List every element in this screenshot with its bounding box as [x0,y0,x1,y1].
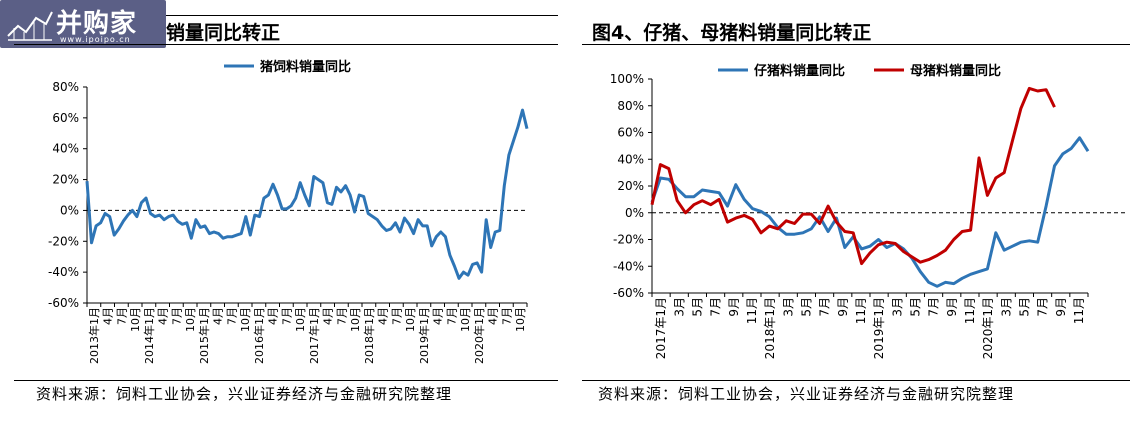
x-tick-label: 7月 [115,307,128,325]
y-tick-label: 40% [617,152,644,166]
x-tick-label: 9月 [945,297,959,317]
series-line-2 [650,86,1056,266]
x-tick-label: 2016年1月 [252,307,266,364]
x-tick-label: 2013年1月 [87,307,101,364]
x-tick-label: 3月 [890,297,904,317]
left-title-rule [14,44,558,45]
x-tick-label: 11月 [963,297,977,324]
left-source-rule [14,380,558,381]
x-tick-label: 10月 [239,307,252,332]
x-tick-label: 3月 [999,297,1013,317]
x-tick-label: 2018年1月 [763,297,777,359]
y-tick-label: 80% [52,80,79,94]
logo: 并购家 www.ipoipo.cn [0,0,166,48]
x-tick-label: 7月 [927,297,941,317]
x-tick-label: 5月 [1017,297,1031,317]
x-tick-label: 4月 [102,307,115,325]
x-tick-label: 9月 [836,297,850,317]
y-tick-label: 40% [52,142,79,156]
x-tick-label: 2017年1月 [654,297,668,359]
x-tick-label: 4月 [267,307,280,325]
x-tick-label: 10月 [294,307,307,332]
y-tick-label: 60% [52,111,79,125]
x-tick-label: 10月 [404,307,417,332]
x-tick-label: 11月 [854,297,868,324]
x-tick-label: 2020年1月 [472,307,486,364]
y-tick-label: 0% [60,203,79,217]
y-tick-label: -40% [48,265,79,279]
x-tick-label: 9月 [1054,297,1068,317]
x-tick-label: 10月 [514,307,527,332]
logo-subtext: www.ipoipo.cn [60,35,131,44]
y-tick-label: -40% [613,259,644,273]
x-tick-label: 7月 [225,307,238,325]
x-tick-label: 3月 [672,297,686,317]
x-tick-label: 4月 [157,307,170,325]
y-tick-label: -20% [613,233,644,247]
y-tick-label: 20% [52,173,79,187]
left-chart: 80%60%40%20%0%-20%-40%-60%2013年1月 4月 7月 10月… [48,59,529,364]
x-tick-label: 2018年1月 [362,307,376,364]
legend-label-1: 猪饲料销量同比 [259,59,351,75]
x-tick-label: 10月 [349,307,362,332]
x-tick-label: 11月 [1072,297,1086,324]
y-tick-label: -60% [613,286,644,300]
left-source: 资料来源：饲料工业协会，兴业证券经济与金融研究院整理 [36,385,453,403]
series-line-1 [85,108,529,280]
x-tick-label: 5月 [799,297,813,317]
y-tick-label: 60% [617,126,644,140]
x-tick-label: 4月 [212,307,225,325]
x-tick-label: 7月 [280,307,293,325]
x-tick-label: 11月 [745,297,759,324]
right-title-rule [582,44,1130,45]
right-chart: 100%80%60%40%20%0%-20%-40%-60%2017年1月 3月 5… [610,63,1128,359]
x-tick-label: 7月 [390,307,403,325]
x-tick-label: 5月 [908,297,922,317]
left-chart-title: 销量同比转正 [166,22,281,44]
x-tick-label: 4月 [432,307,445,325]
x-tick-label: 2020年1月 [981,297,995,359]
x-tick-label: 7月 [335,307,348,325]
x-tick-label: 7月 [818,297,832,317]
legend-label-1: 仔猪料销量同比 [754,63,845,79]
x-tick-label: 2019年1月 [417,307,431,364]
x-tick-label: 2017年1月 [307,307,321,364]
y-tick-label: 100% [610,72,644,86]
x-tick-label: 7月 [445,307,458,325]
x-tick-label: 7月 [170,307,183,325]
y-tick-label: -60% [48,296,79,310]
legend-label-2: 母猪料销量同比 [910,63,1001,79]
series-line-1 [650,136,1090,288]
y-tick-label: 80% [617,99,644,113]
left-top-rule [166,15,558,16]
x-tick-label: 7月 [709,297,723,317]
x-tick-label: 2014年1月 [142,307,156,364]
x-tick-label: 9月 [727,297,741,317]
x-tick-label: 10月 [184,307,197,332]
x-tick-label: 3月 [781,297,795,317]
logo-chart-icon [7,11,53,41]
x-tick-label: 7月 [1036,297,1050,317]
right-chart-title: 图4、仔猪、母猪料销量同比转正 [592,22,872,44]
x-tick-label: 2015年1月 [197,307,211,364]
right-source: 资料来源：饲料工业协会，兴业证券经济与金融研究院整理 [598,385,1015,403]
x-tick-label: 5月 [690,297,704,317]
x-tick-label: 4月 [322,307,335,325]
y-tick-label: 20% [617,179,644,193]
right-source-rule [582,380,1130,381]
x-tick-label: 7月 [500,307,513,325]
x-tick-label: 10月 [459,307,472,332]
y-tick-label: 0% [625,206,644,220]
x-tick-label: 2019年1月 [872,297,886,359]
logo-text: 并购家 [56,9,138,39]
y-tick-label: -20% [48,234,79,248]
x-tick-label: 4月 [377,307,390,325]
x-tick-label: 4月 [487,307,500,325]
x-tick-label: 10月 [129,307,142,332]
